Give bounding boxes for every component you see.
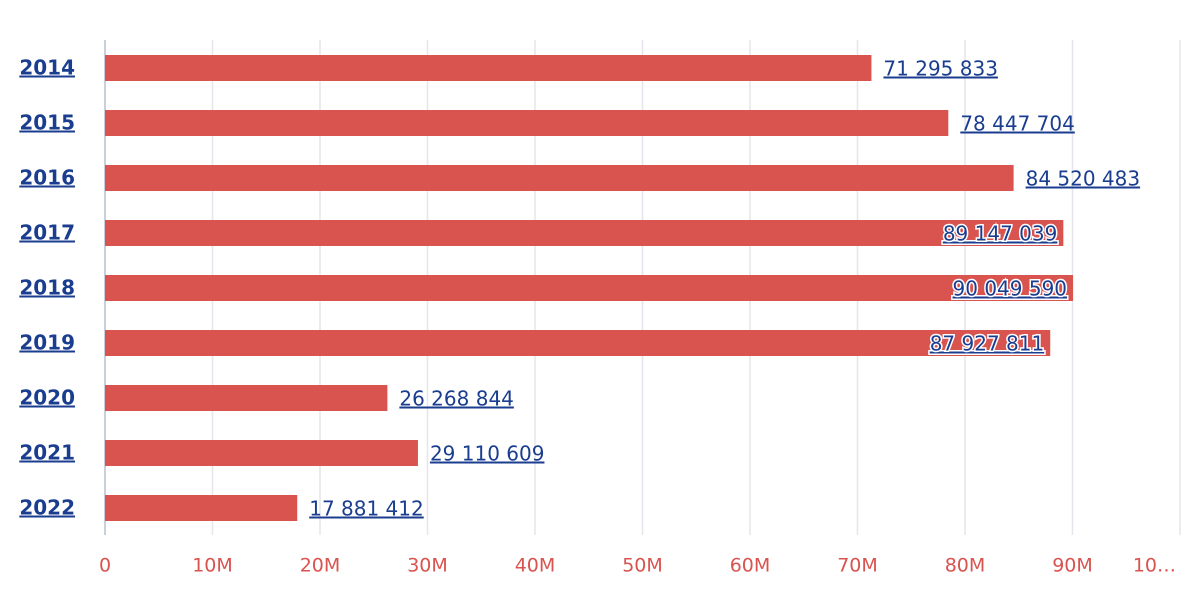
bar <box>105 165 1014 191</box>
x-tick-label: 50M <box>622 555 663 577</box>
bar <box>105 275 1074 301</box>
value-label[interactable]: 71 295 833 <box>883 57 998 81</box>
value-label[interactable]: 29 110 609 <box>430 442 545 466</box>
category-label[interactable]: 2014 <box>19 56 75 80</box>
x-tick-label: 60M <box>730 555 771 577</box>
category-label[interactable]: 2019 <box>19 331 75 355</box>
value-label[interactable]: 17 881 412 <box>309 497 424 521</box>
value-label[interactable]: 87 927 811 <box>928 330 1046 357</box>
x-tick-label: 70M <box>837 555 878 577</box>
x-tick-label: 10M <box>192 555 233 577</box>
bar <box>105 440 418 466</box>
value-label[interactable]: 89 147 039 <box>941 220 1059 247</box>
x-tick-label: 80M <box>945 555 986 577</box>
bar <box>105 330 1051 356</box>
category-label[interactable]: 2020 <box>19 386 75 410</box>
bars <box>105 55 1074 521</box>
value-label[interactable]: 90 049 590 <box>951 275 1069 302</box>
value-label[interactable]: 78 447 704 <box>960 112 1075 136</box>
bar <box>105 55 872 81</box>
bar <box>105 385 388 411</box>
x-tick-label: 90M <box>1052 555 1093 577</box>
labels: 2014 71 295 833 2015 78 447 704 2016 84 520 4… <box>19 56 1140 521</box>
x-tick-label: 10… <box>1133 555 1176 577</box>
x-tick-label: 40M <box>515 555 556 577</box>
value-label[interactable]: 26 268 844 <box>399 387 514 411</box>
x-tick-label: 20M <box>300 555 341 577</box>
category-label[interactable]: 2018 <box>19 276 75 300</box>
x-tick-label: 30M <box>407 555 448 577</box>
bar <box>105 220 1064 246</box>
category-label[interactable]: 2017 <box>19 221 75 245</box>
category-label[interactable]: 2015 <box>19 111 75 135</box>
bar <box>105 110 949 136</box>
category-label[interactable]: 2016 <box>19 166 75 190</box>
x-tick-label: 0 <box>99 555 111 577</box>
value-label[interactable]: 84 520 483 <box>1026 167 1141 191</box>
category-label[interactable]: 2022 <box>19 496 75 520</box>
bar <box>105 495 298 521</box>
category-label[interactable]: 2021 <box>19 441 75 465</box>
